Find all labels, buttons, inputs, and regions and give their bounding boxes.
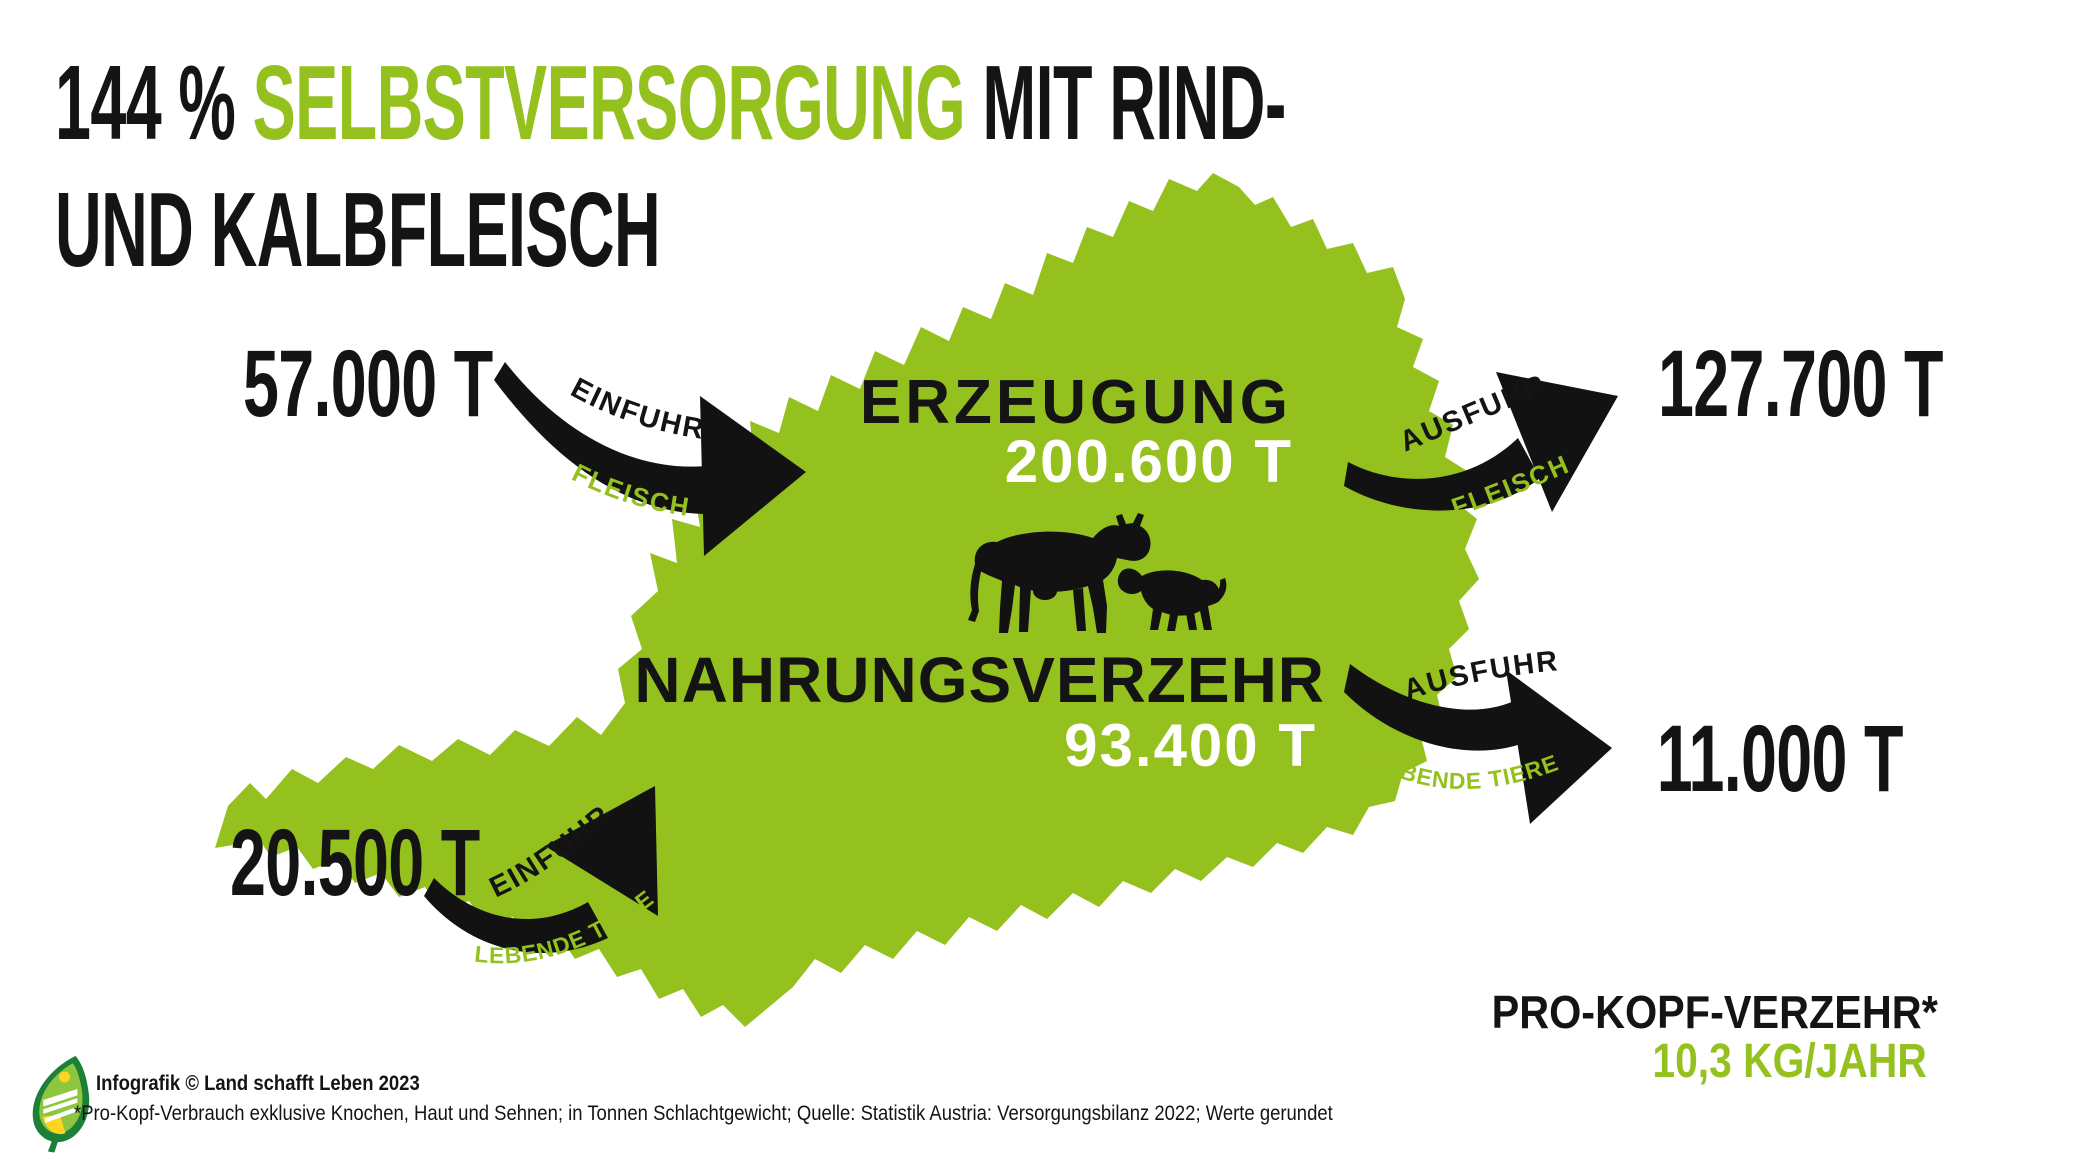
import-meat-arrow <box>494 362 806 556</box>
title-rest: MIT RIND- <box>965 44 1286 162</box>
arrow-head <box>700 396 806 556</box>
export-live-arrow <box>1344 664 1612 824</box>
stat-export-meat-value: 127.700 T <box>1658 331 1943 437</box>
footnote-text: *Pro-Kopf-Verbrauch exklusive Knochen, H… <box>74 1102 1333 1125</box>
arrow-body <box>1344 438 1540 511</box>
consumption-label: NAHRUNGSVERZEHR <box>634 644 1325 716</box>
consumption-value: 93.400 T <box>1064 712 1317 779</box>
stat-import-meat-value: 57.000 T <box>243 331 493 437</box>
stat-export-live-value: 11.000 T <box>1657 706 1904 812</box>
production-value: 200.600 T <box>1004 428 1293 495</box>
import-live-arrow <box>424 786 658 953</box>
production-label: ERZEUGUNG <box>859 368 1292 437</box>
export-meat-arrow <box>1344 372 1618 512</box>
arrow-head <box>545 786 658 916</box>
calf-icon <box>1117 568 1227 631</box>
per-capita-label: PRO-KOPF-VERZEHR* <box>1491 986 1938 1038</box>
leaf-logo-icon <box>32 1055 90 1153</box>
stat-import-live-value: 20.500 T <box>230 810 480 916</box>
arrow-body <box>1344 664 1536 751</box>
arrow-body <box>494 362 706 514</box>
title-line2: UND KALBFLEISCH <box>55 171 661 290</box>
arrow-body <box>424 878 608 953</box>
title-highlight: SELBSTVERSORGUNG <box>252 44 966 162</box>
cow-icon <box>968 513 1151 633</box>
import-meat-label: EINFUHR <box>566 372 708 446</box>
title-percent: 144 % <box>55 44 253 162</box>
arrow-head <box>1506 670 1612 824</box>
credit-text: Infografik © Land schafft Leben 2023 <box>96 1072 420 1095</box>
austria-map <box>215 173 1479 1027</box>
page-title: 144 % SELBSTVERSORGUNG MIT RIND- UND KAL… <box>55 40 1286 294</box>
per-capita-value: 10,3 KG/JAHR <box>1652 1035 1927 1088</box>
arrow-head <box>1496 372 1618 512</box>
title-line1: 144 % SELBSTVERSORGUNG MIT RIND- <box>55 40 1286 167</box>
